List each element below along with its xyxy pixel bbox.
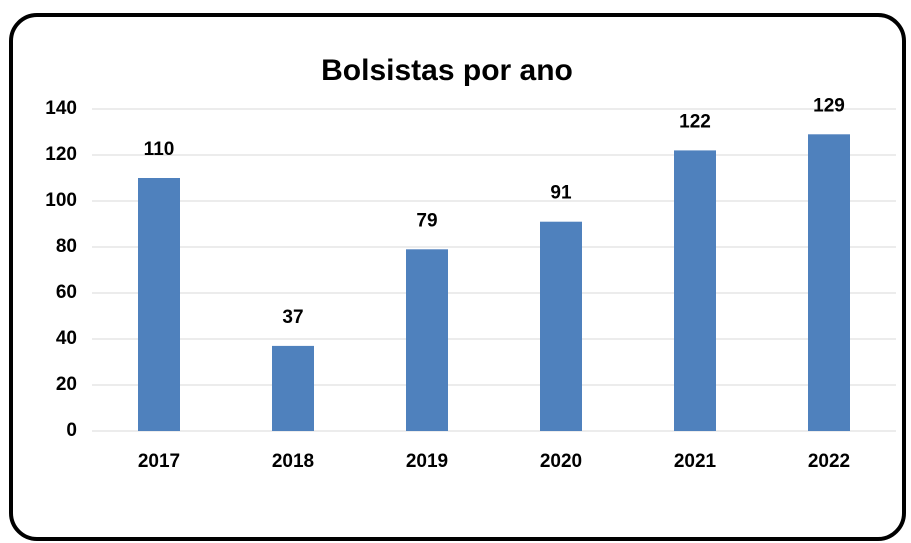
x-tick-label: 2021 (674, 451, 717, 472)
y-tick-label: 20 (56, 374, 77, 395)
x-tick-label: 2022 (808, 451, 850, 472)
data-label: 37 (282, 307, 303, 328)
y-tick-label: 100 (45, 190, 77, 211)
bar (138, 178, 180, 431)
bar (540, 221, 582, 431)
chart-title: Bolsistas por ano (321, 54, 573, 87)
data-label: 79 (416, 210, 437, 231)
y-tick-label: 0 (66, 420, 77, 441)
y-tick-label: 140 (45, 98, 77, 119)
x-tick-label: 2017 (138, 451, 180, 472)
x-tick-label: 2020 (540, 451, 582, 472)
y-tick-label: 120 (45, 144, 77, 165)
data-label: 122 (679, 111, 711, 132)
bar (808, 134, 850, 432)
x-tick-label: 2018 (272, 451, 314, 472)
bar (272, 345, 314, 431)
y-tick-label: 80 (56, 236, 77, 257)
data-label: 129 (813, 95, 845, 116)
y-tick-label: 60 (56, 282, 77, 303)
bar (674, 150, 716, 431)
y-tick-label: 40 (56, 328, 77, 349)
x-tick-label: 2019 (406, 451, 448, 472)
data-label: 110 (144, 139, 175, 160)
data-label: 91 (550, 183, 572, 204)
bar (406, 249, 448, 431)
